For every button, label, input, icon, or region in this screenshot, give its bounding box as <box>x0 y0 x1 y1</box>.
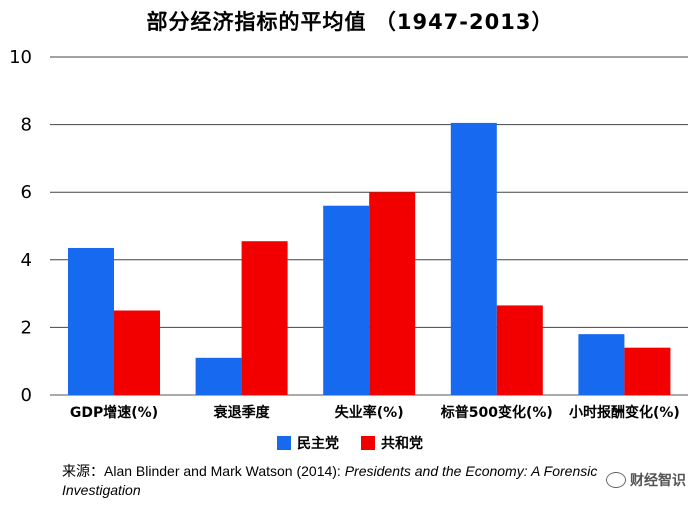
bar <box>195 357 242 395</box>
legend-label: 共和党 <box>381 436 423 452</box>
y-tick-label: 2 <box>21 317 32 338</box>
bar <box>241 241 288 395</box>
source-citation: 来源：Alan Blinder and Mark Watson (2014): … <box>62 462 662 500</box>
y-tick-label: 4 <box>21 250 32 271</box>
bar <box>578 334 625 395</box>
chart-title: 部分经济指标的平均值 （1947-2013） <box>146 10 554 34</box>
wechat-icon <box>606 472 626 488</box>
bar <box>68 247 114 395</box>
bar <box>323 205 370 395</box>
x-tick-label: 小时报酬变化(%) <box>569 404 680 421</box>
y-tick-label: 8 <box>21 115 32 136</box>
bar-chart: 0 2 4 6 8 10 GDP增速(%) 衰退季度 失业率(%) 标普500变化(%) 小时报酬变… <box>9 47 688 421</box>
watermark-text: 财经智识 <box>630 473 686 489</box>
source-title: Presidents and the Economy: A Forensic I… <box>62 463 598 498</box>
legend: 民主党 共和党 <box>0 433 700 453</box>
source-prefix: 来源：Alan Blinder and Mark Watson (2014): <box>62 463 345 479</box>
x-tick-label: 标普500变化(%) <box>440 404 553 421</box>
bar <box>624 347 671 395</box>
x-tick-label: 失业率(%) <box>335 404 404 421</box>
y-tick-label: 10 <box>9 47 32 68</box>
y-tick-label: 6 <box>21 182 32 203</box>
bar <box>450 122 497 395</box>
bar <box>496 305 543 395</box>
legend-swatch <box>277 436 291 450</box>
watermark: 财经智识 <box>606 470 686 490</box>
legend-label: 民主党 <box>297 436 339 452</box>
legend-swatch <box>361 436 375 450</box>
x-tick-label: GDP增速(%) <box>70 404 158 421</box>
x-tick-label: 衰退季度 <box>213 404 271 421</box>
legend-item: 共和党 <box>361 433 423 453</box>
legend-item: 民主党 <box>277 433 339 453</box>
bar <box>114 310 160 395</box>
y-tick-label: 0 <box>21 385 32 406</box>
bar <box>369 192 416 395</box>
